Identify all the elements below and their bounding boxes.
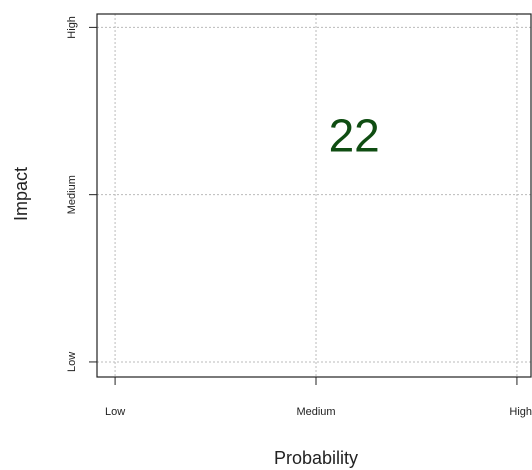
y-axis-label: Impact	[11, 167, 31, 221]
annotation: 22	[329, 110, 380, 162]
x-tick-label: Medium	[296, 406, 335, 418]
y-tick-label: Medium	[66, 175, 78, 214]
x-axis-label: Probability	[274, 448, 358, 468]
plot-frame	[96, 13, 532, 378]
y-tick-label: Low	[66, 352, 78, 372]
y-tick-label: High	[66, 16, 78, 39]
x-tick-label: Low	[105, 406, 125, 418]
x-tick-label: High	[509, 406, 532, 418]
